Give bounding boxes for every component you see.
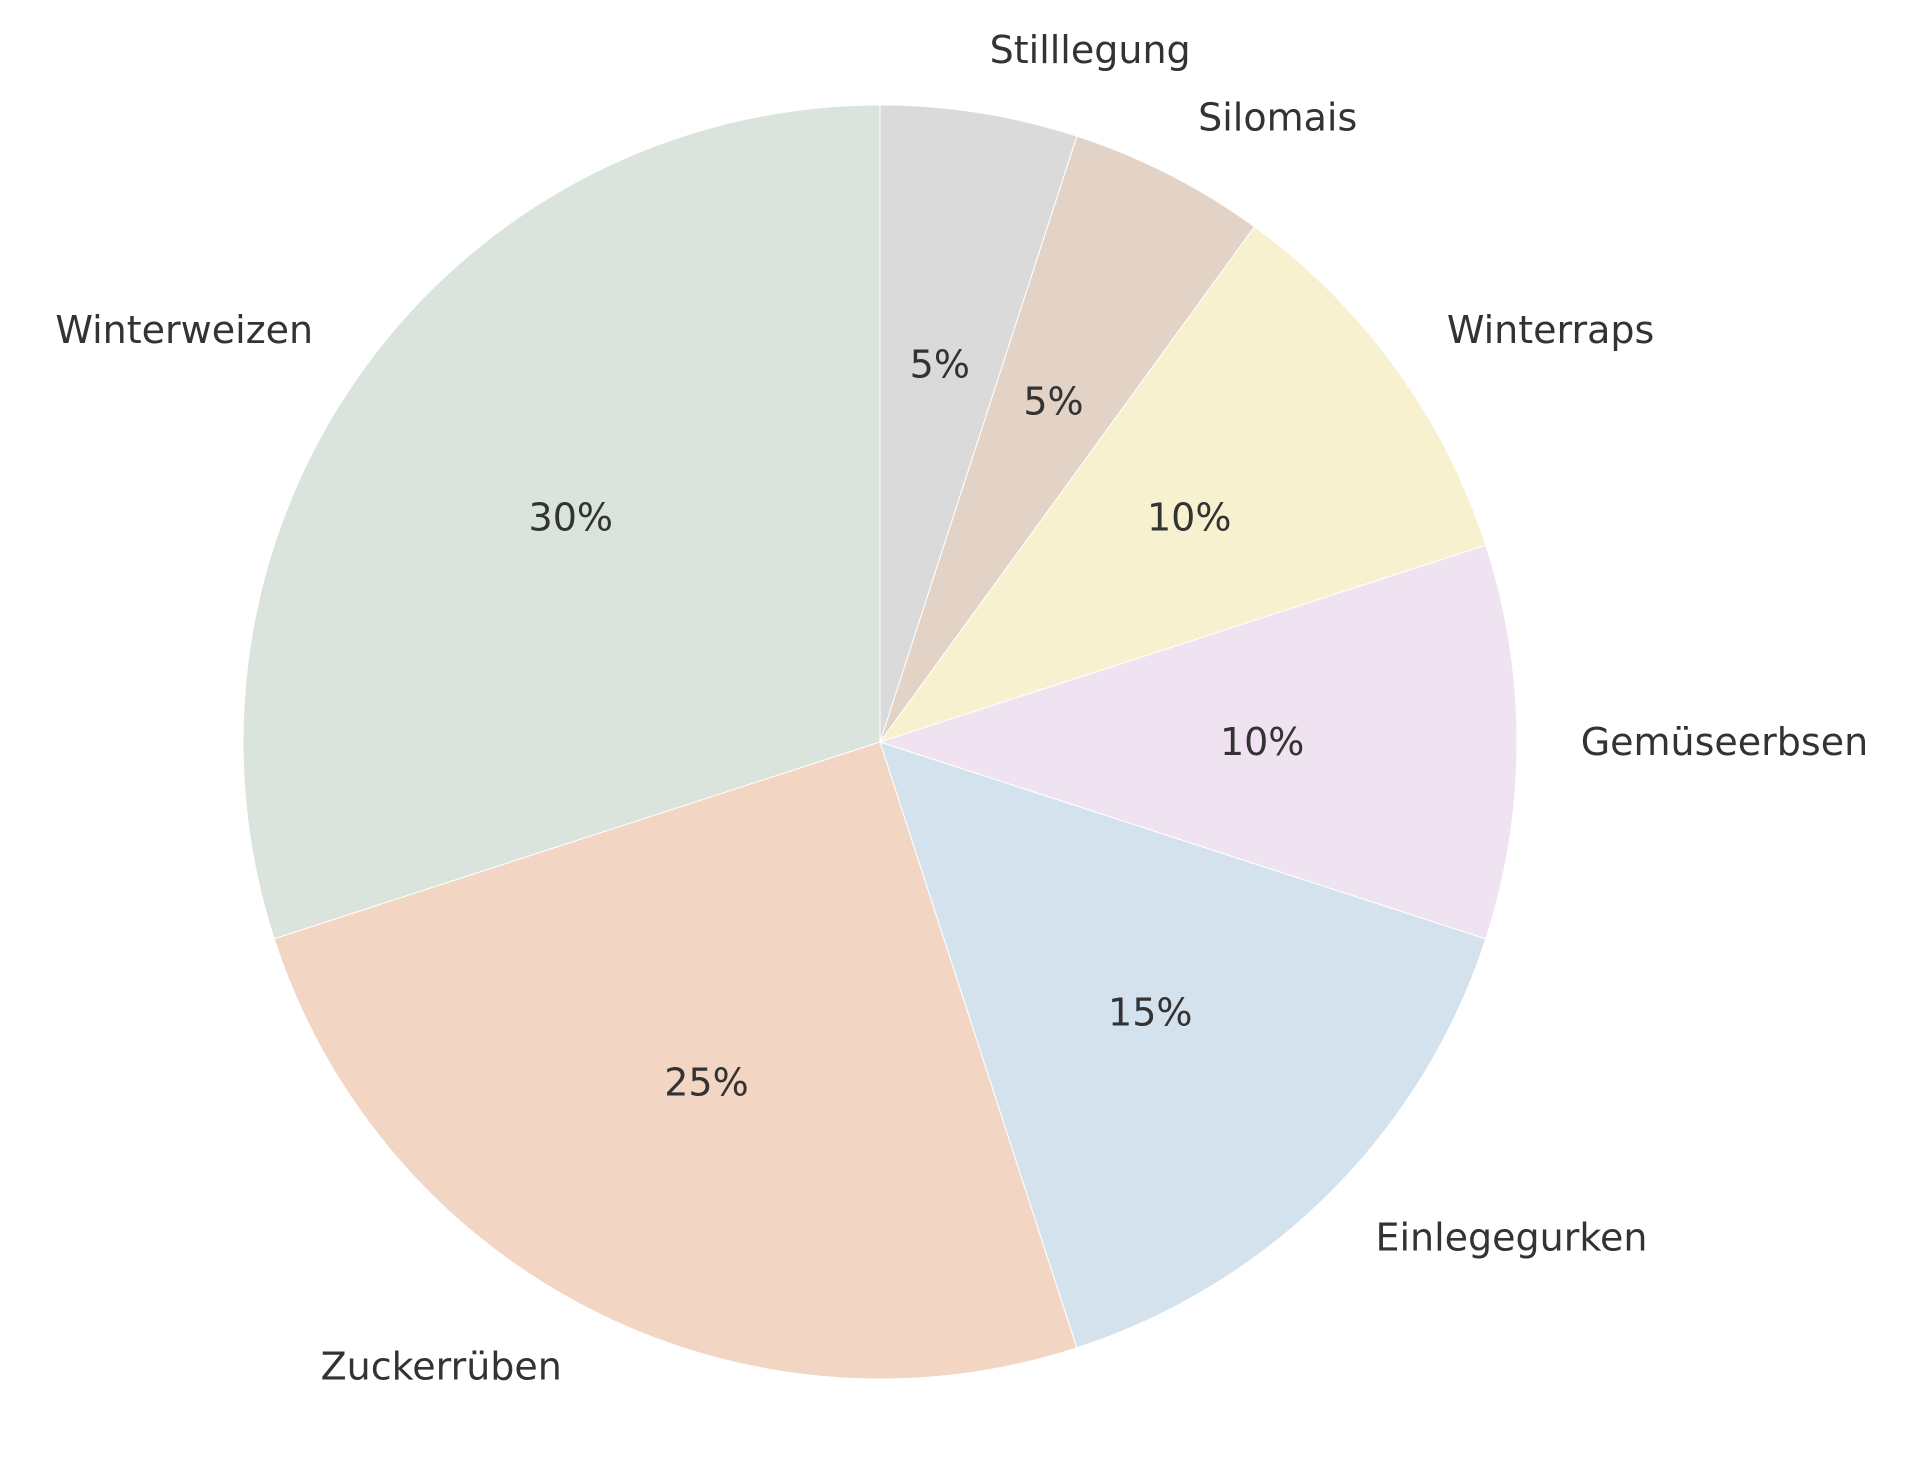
pie-slice-stilllegung bbox=[879, 104, 1078, 743]
pie-slices bbox=[242, 104, 1518, 1380]
pie-slice-einlegegurken bbox=[879, 741, 1487, 1349]
pie-percent-labels: 30% 25% 15% 10% 10% 5% 5% bbox=[529, 343, 1305, 1105]
pie-percent-label: 5% bbox=[1023, 379, 1083, 423]
pie-slice-winterraps bbox=[878, 225, 1487, 743]
pie-category-label: Winterraps bbox=[1447, 308, 1654, 352]
pie-percent-label: 10% bbox=[1220, 720, 1304, 764]
pie-percent-label: 10% bbox=[1147, 495, 1231, 539]
pie-category-label: Gemüseerbsen bbox=[1581, 720, 1869, 764]
pie-slice-winterweizen bbox=[242, 104, 881, 940]
pie-category-label: Einlegegurken bbox=[1375, 1215, 1647, 1259]
pie-category-label: Silomais bbox=[1198, 96, 1357, 140]
pie-percent-label: 30% bbox=[529, 495, 613, 539]
pie-category-label: Zuckerrüben bbox=[321, 1344, 562, 1388]
pie-category-labels: Winterweizen Zuckerrüben Einlegegurken Gemü… bbox=[55, 28, 1868, 1388]
pie-slice-gemüseerbsen bbox=[878, 544, 1518, 940]
pie-slice-zuckerrüben bbox=[273, 741, 1078, 1380]
pie-slice-silomais bbox=[879, 135, 1256, 743]
pie-category-label: Winterweizen bbox=[55, 308, 313, 352]
pie-category-label: Stilllegung bbox=[990, 28, 1191, 72]
pie-percent-label: 15% bbox=[1108, 990, 1192, 1034]
pie-percent-label: 25% bbox=[664, 1061, 748, 1105]
pie-percent-label: 5% bbox=[910, 343, 970, 387]
